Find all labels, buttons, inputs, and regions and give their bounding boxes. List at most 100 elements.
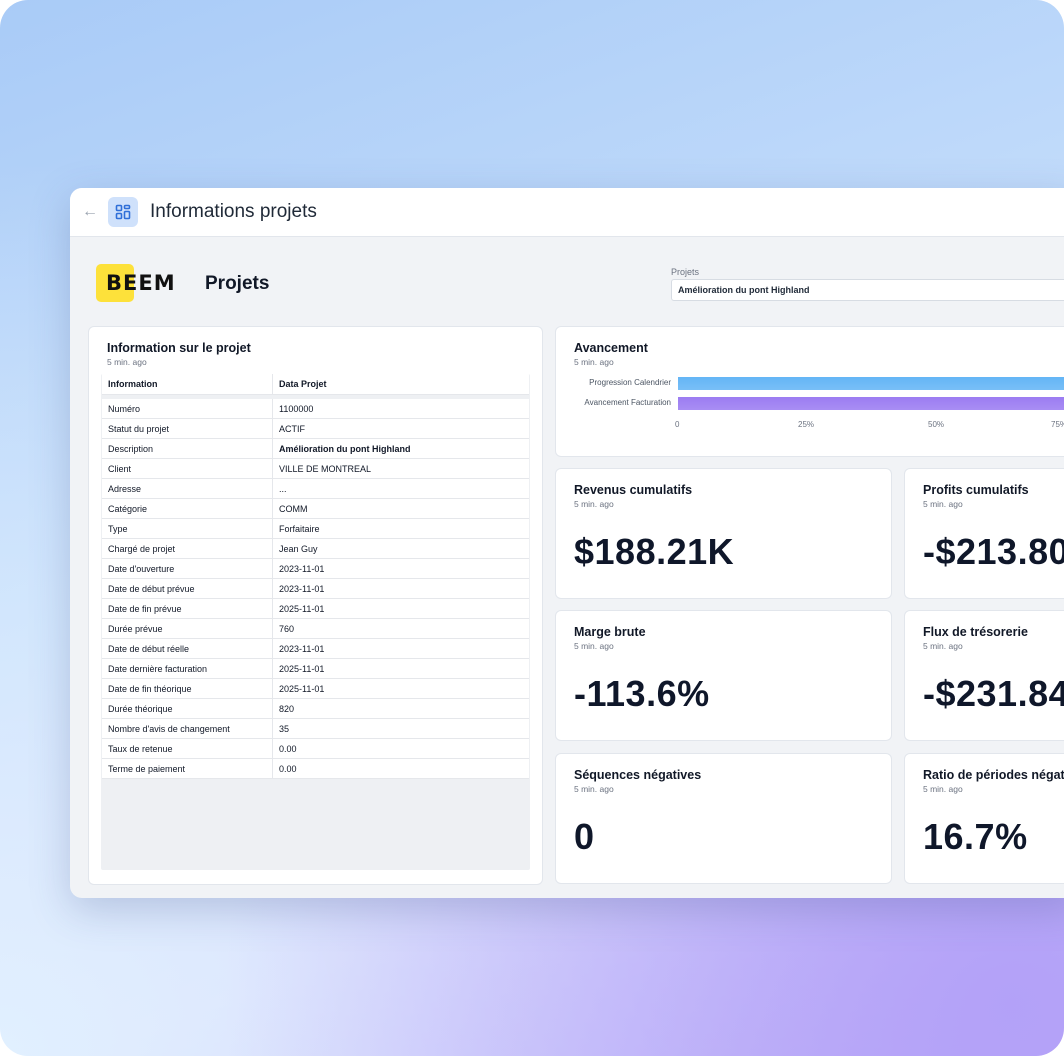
info-label: Statut du projet: [102, 418, 273, 439]
page-title: Projets: [205, 273, 270, 294]
info-label: Nombre d'avis de changement: [102, 718, 273, 739]
beem-logo: BEEM: [96, 264, 188, 302]
info-label: Description: [102, 438, 273, 459]
kpi-title: Séquences négatives: [574, 768, 702, 782]
info-value: 2025-11-01: [272, 598, 529, 619]
table-row: Date de fin prévue 2025-11-01: [102, 598, 529, 619]
info-label: Type: [102, 518, 273, 539]
info-value: 820: [272, 698, 529, 719]
table-row: Catégorie COMM: [102, 498, 529, 519]
kpi-value: -$231.84: [923, 673, 1064, 714]
table-row: Durée prévue 760: [102, 618, 529, 639]
info-value: Jean Guy: [272, 538, 529, 559]
column-header[interactable]: Data Projet: [272, 374, 529, 395]
project-info-card: Information sur le projet 5 min. ago Inf…: [88, 326, 543, 885]
dashboard-grid-icon: [108, 197, 138, 227]
kpi-title: Ratio de périodes négatives: [923, 768, 1064, 782]
kpi-value: $188.21K: [574, 531, 735, 572]
table-row: Taux de retenue 0.00: [102, 738, 529, 759]
info-label: Chargé de projet: [102, 538, 273, 559]
back-arrow-icon[interactable]: ←: [82, 203, 98, 220]
card-title: Avancement: [574, 341, 648, 355]
info-value: VILLE DE MONTREAL: [272, 458, 529, 479]
info-label: Client: [102, 458, 273, 479]
info-label: Date de fin prévue: [102, 598, 273, 619]
x-tick-label: 50%: [928, 420, 945, 429]
x-tick-label: 75%: [1051, 420, 1064, 429]
table-row: Adresse...: [102, 478, 529, 499]
project-filter-select[interactable]: Amélioration du pont Highland: [671, 279, 1064, 301]
table-header-row: Information Data Projet: [102, 374, 529, 395]
info-value: 1100000: [272, 399, 529, 419]
kpi-subtitle: 5 min. ago: [923, 784, 963, 794]
info-label: Durée prévue: [102, 618, 273, 639]
progress-bar[interactable]: [678, 397, 1064, 410]
kpi-value: 16.7%: [923, 816, 1028, 857]
info-label: Adresse: [102, 478, 273, 499]
info-value: ACTIF: [272, 418, 529, 439]
info-value: 35: [272, 718, 529, 739]
kpi-title: Flux de trésorerie: [923, 625, 1028, 639]
dashboard-window: ← Informations projets BEEM Projets Proj…: [70, 188, 1064, 898]
kpi-title: Marge brute: [574, 625, 646, 639]
progress-bar[interactable]: [678, 377, 1064, 390]
table-row: Date d'ouverture 2023-11-01: [102, 558, 529, 579]
kpi-card: Ratio de périodes négatives 5 min. ago 16.…: [904, 753, 1064, 884]
info-value: 760: [272, 618, 529, 639]
table-row: Type Forfaitaire: [102, 518, 529, 539]
kpi-value: -113.6%: [574, 673, 710, 714]
table-row: Date de début réelle 2023-11-01: [102, 638, 529, 659]
card-subtitle: 5 min. ago: [107, 357, 147, 367]
info-label: Date dernière facturation: [102, 658, 273, 679]
x-tick-label: 25%: [798, 420, 815, 429]
bar-label: Avancement Facturation: [584, 398, 671, 407]
info-value: Forfaitaire: [272, 518, 529, 539]
project-info-table: Information Data Projet Numéro 1100000 Sta…: [102, 374, 529, 779]
kpi-card: Marge brute 5 min. ago -113.6%: [555, 610, 892, 741]
info-label: Taux de retenue: [102, 738, 273, 759]
info-label: Date d'ouverture: [102, 558, 273, 579]
project-filter-label: Projets: [671, 267, 700, 277]
info-label: Date de fin théorique: [102, 678, 273, 699]
kpi-subtitle: 5 min. ago: [923, 641, 963, 651]
table-row: Description Amélioration du pont Highland: [102, 438, 529, 459]
table-row: Date dernière facturation 2025-11-01: [102, 658, 529, 679]
info-value: ...: [272, 478, 529, 499]
table-row: Client VILLE DE MONTREAL: [102, 458, 529, 479]
kpi-card: Revenus cumulatifs 5 min. ago $188.21K: [555, 468, 892, 599]
info-label: Date de début réelle: [102, 638, 273, 659]
info-value: 0.00: [272, 738, 529, 759]
card-subtitle: 5 min. ago: [574, 357, 614, 367]
info-label: Catégorie: [102, 498, 273, 519]
kpi-subtitle: 5 min. ago: [923, 499, 963, 509]
card-title: Information sur le projet: [107, 341, 251, 355]
column-header[interactable]: Information: [102, 374, 273, 395]
kpi-title: Revenus cumulatifs: [574, 483, 693, 497]
kpi-subtitle: 5 min. ago: [574, 784, 614, 794]
info-label: Numéro: [102, 399, 273, 419]
info-value: 2023-11-01: [272, 638, 529, 659]
kpi-title: Profits cumulatifs: [923, 483, 1029, 497]
x-tick-label: 0: [675, 420, 680, 429]
info-label: Date de début prévue: [102, 578, 273, 599]
info-value: 2023-11-01: [272, 578, 529, 599]
info-value: 2023-11-01: [272, 558, 529, 579]
table-row: Date de fin théorique 2025-11-01: [102, 678, 529, 699]
kpi-value: 0: [574, 816, 595, 857]
table-row: Statut du projet ACTIF: [102, 418, 529, 439]
project-info-table-container[interactable]: Information Data Projet Numéro 1100000 Sta…: [101, 374, 530, 870]
kpi-card: Profits cumulatifs 5 min. ago -$213.80: [904, 468, 1064, 599]
info-label: Durée théorique: [102, 698, 273, 719]
info-value: 0.00: [272, 758, 529, 779]
title-bar: ← Informations projets: [70, 188, 1064, 237]
kpi-card: Séquences négatives 5 min. ago 0: [555, 753, 892, 884]
table-row: Durée théorique 820: [102, 698, 529, 719]
info-value: Amélioration du pont Highland: [272, 438, 529, 459]
avancement-card: Avancement 5 min. ago Progression Calend…: [555, 326, 1064, 457]
info-value: 2025-11-01: [272, 678, 529, 699]
kpi-card: Flux de trésorerie 5 min. ago -$231.84: [904, 610, 1064, 741]
kpi-subtitle: 5 min. ago: [574, 641, 614, 651]
info-value: COMM: [272, 498, 529, 519]
table-row: Chargé de projet Jean Guy: [102, 538, 529, 559]
info-label: Terme de paiement: [102, 758, 273, 779]
